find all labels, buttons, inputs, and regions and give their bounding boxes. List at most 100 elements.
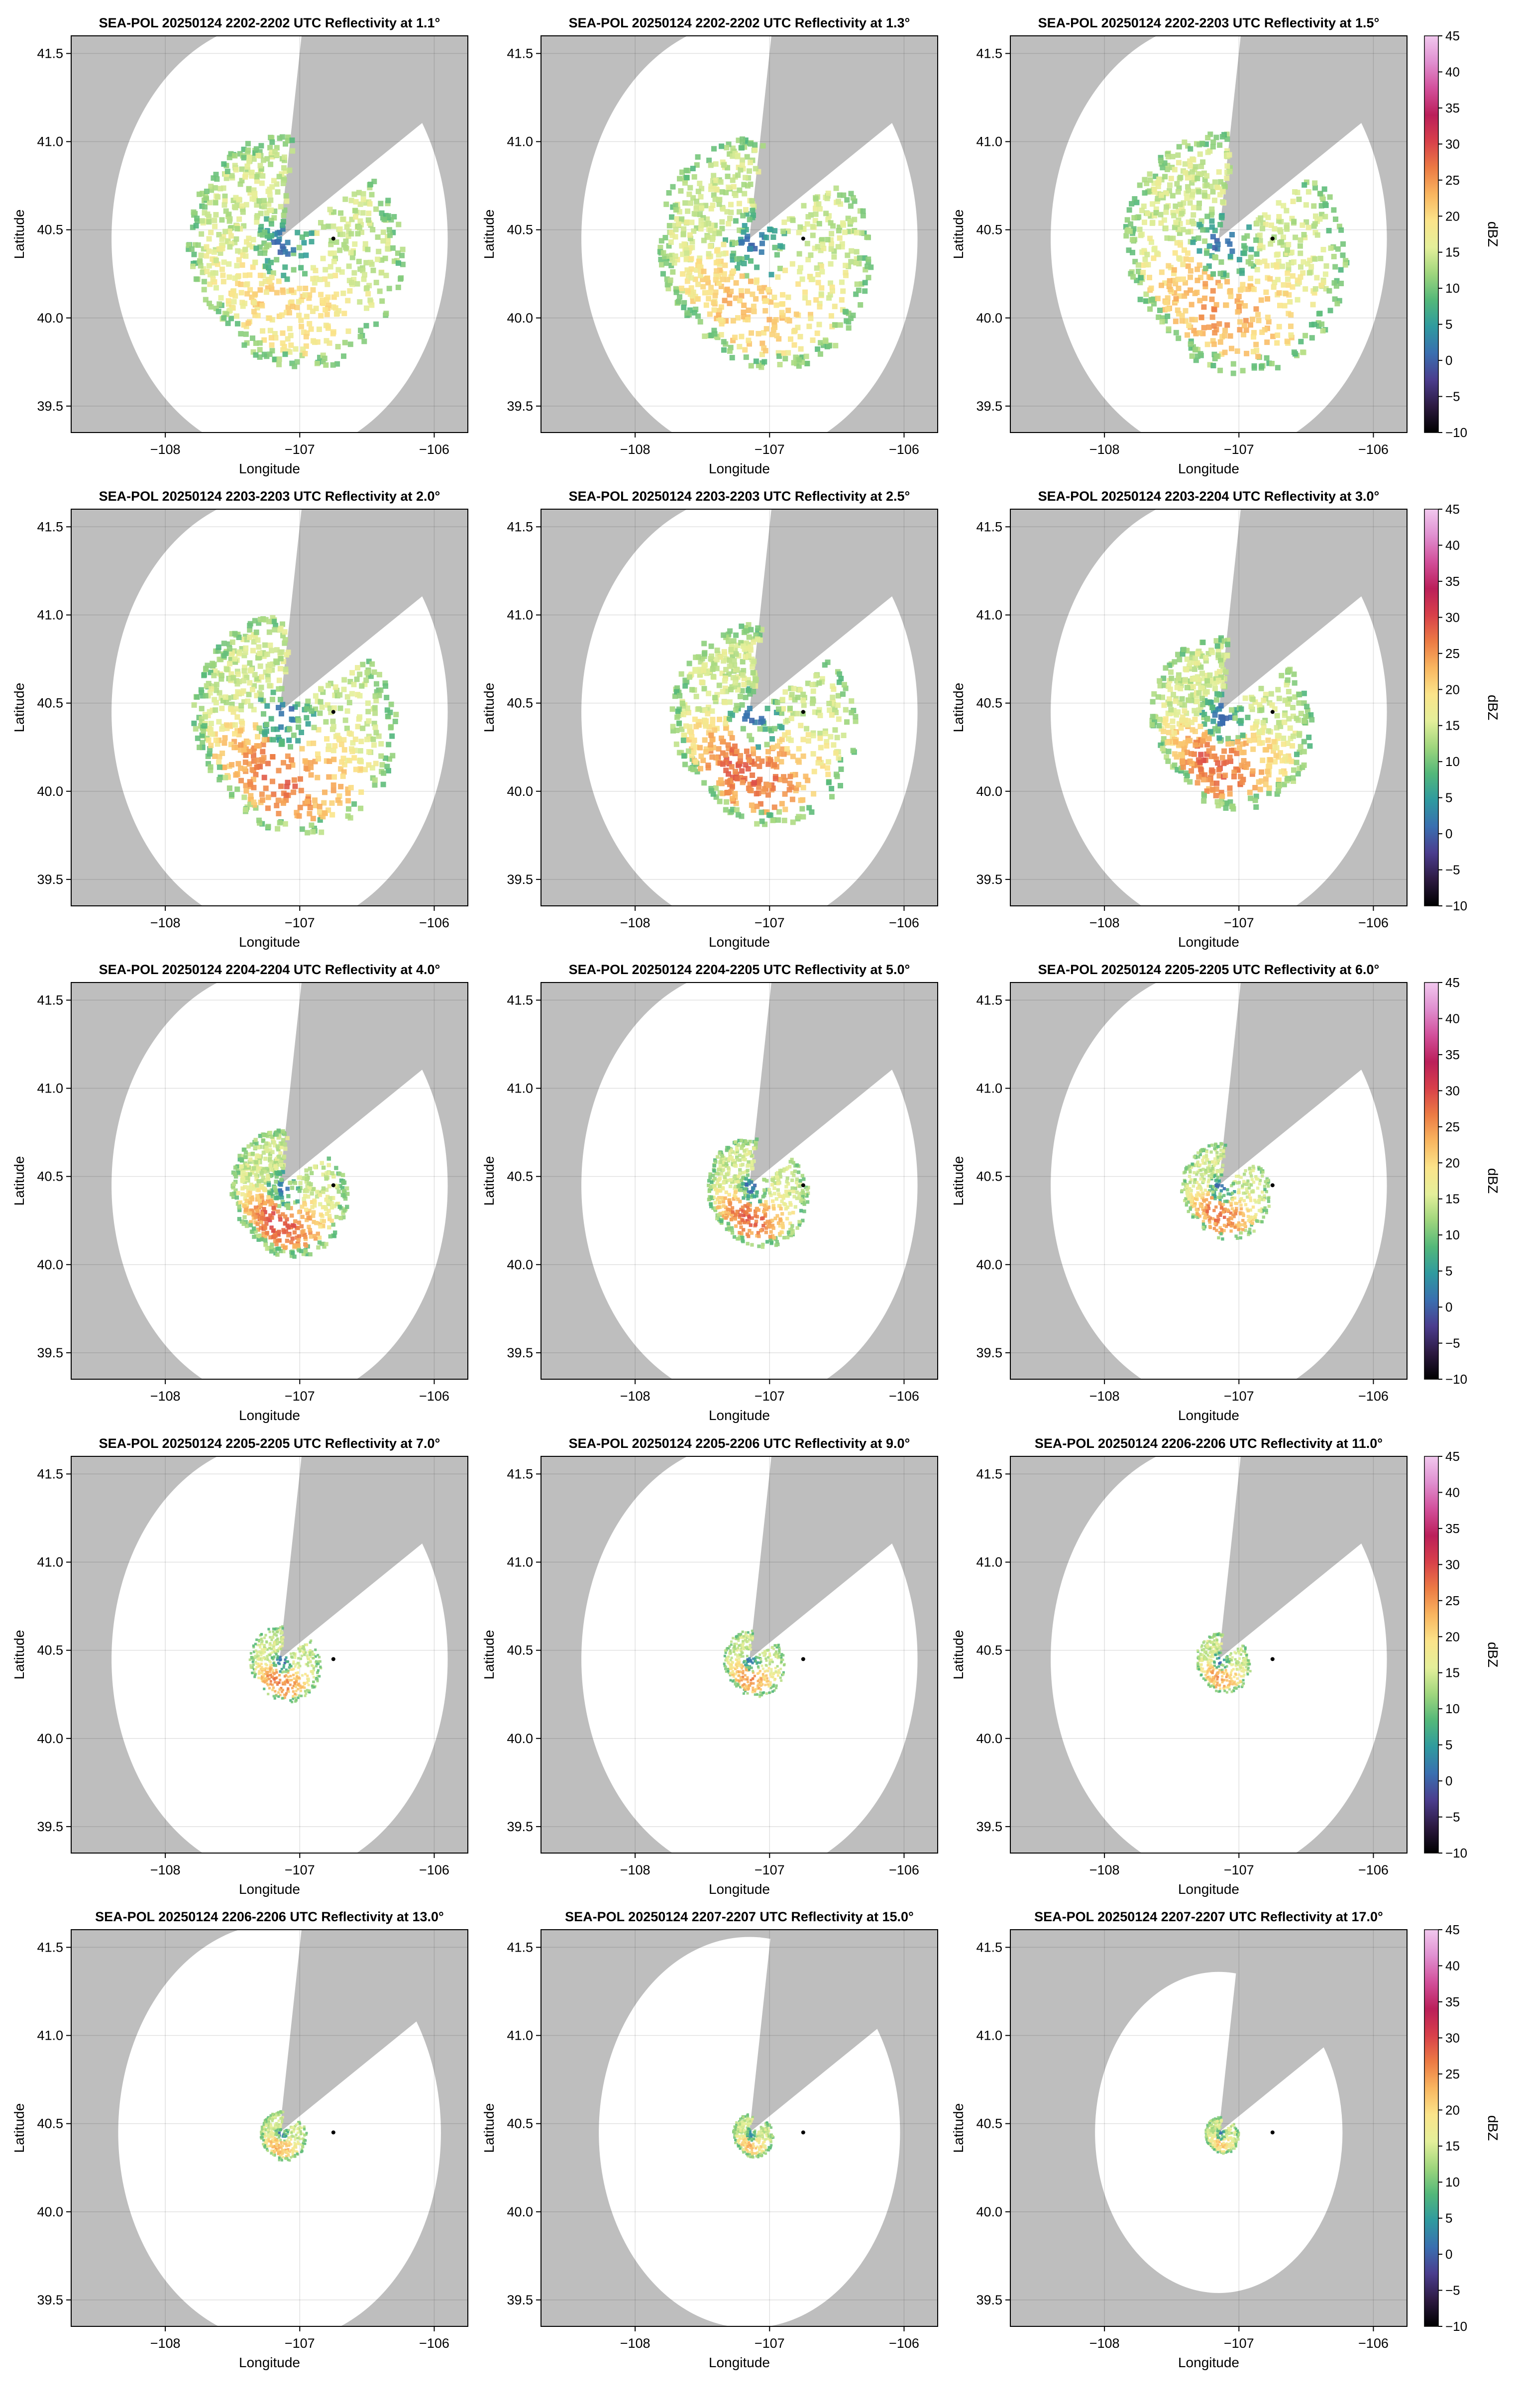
axes-frame [71,509,468,906]
colorbar-tick-label: −5 [1445,863,1460,877]
colorbar-tick-label: −5 [1445,389,1460,404]
x-tick-label: −107 [755,2336,785,2351]
y-axis-label: Latitude [951,1630,966,1680]
axes-frame [1010,982,1408,1380]
echo-field [259,2110,308,2162]
y-tick-label: 39.5 [507,399,533,414]
y-tick-label: 39.5 [976,1819,1002,1834]
y-tick-label: 41.5 [37,992,63,1007]
y-tick-label: 41.0 [37,134,63,149]
y-tick-label: 40.5 [976,222,1002,237]
radar-site-marker [331,1657,335,1661]
axes-frame [541,35,938,433]
colorbar-tick-label: 5 [1445,1264,1452,1279]
x-tick-label: −106 [419,442,449,457]
x-tick-label: −106 [1358,442,1389,457]
y-tick-label: 39.5 [976,2293,1002,2307]
y-tick-label: 40.0 [976,311,1002,326]
y-axis-label: Latitude [481,1630,497,1680]
y-tick-label: 40.5 [507,1643,533,1658]
y-tick-label: 40.5 [37,1169,63,1184]
x-axis-label: Longitude [239,1408,300,1423]
y-tick-label: 40.0 [37,1731,63,1746]
colorbar-tick-label: 0 [1445,1300,1452,1314]
x-tick-label: −107 [755,915,785,930]
axes-frame [541,982,938,1380]
colorbar-tick-label: −10 [1445,898,1467,913]
colorbar-tick-label: 35 [1445,1047,1460,1062]
y-tick-label: 41.5 [507,992,533,1007]
echo-field [732,2113,775,2159]
colorbar-tick-label: 25 [1445,1119,1460,1134]
radar-site-marker [1270,1657,1275,1661]
y-axis-label: Latitude [11,683,27,733]
x-tick-label: −108 [150,1389,181,1404]
coverage-area [111,1456,448,1853]
radar-panel: −108 −107 −106 39.5 40.0 40.5 41.0 41.5 SEA-POL … [951,1909,1408,2370]
x-axis-label: Longitude [709,934,770,950]
panel-title: SEA-POL 20250124 2203-2204 UTC Reflectiv… [1038,489,1380,504]
panel-title: SEA-POL 20250124 2207-2207 UTC Reflectiv… [1034,1909,1383,1924]
colorbar: −10 −5 0 5 10 15 20 25 30 35 40 45 dBZ [1424,975,1501,1387]
colorbar-tick-label: 30 [1445,1083,1460,1098]
colorbar-gradient [1424,509,1439,906]
y-tick-label: 41.5 [37,46,63,61]
y-axis-label: Latitude [11,1630,27,1680]
x-tick-label: −108 [1089,1862,1120,1877]
colorbar-tick-label: 30 [1445,2030,1460,2045]
y-tick-label: 39.5 [37,872,63,887]
y-axis-label: Latitude [481,2103,497,2153]
x-axis-label: Longitude [709,1881,770,1897]
radar-panel: −108 −107 −106 39.5 40.0 40.5 41.0 41.5 SEA-POL … [481,1909,938,2370]
x-axis-label: Longitude [1178,2355,1239,2370]
echo-field [707,1137,810,1249]
radar-panel: −108 −107 −106 39.5 40.0 40.5 41.0 41.5 SEA-POL … [11,15,468,476]
y-axis-label: Latitude [11,1156,27,1206]
panel-title: SEA-POL 20250124 2202-2203 UTC Reflectiv… [1038,15,1380,30]
y-tick-label: 41.0 [507,1555,533,1570]
radar-site-marker [331,236,335,241]
colorbar-tick-label: 20 [1445,1155,1460,1170]
colorbar-tick-label: 25 [1445,173,1460,188]
colorbar-tick-label: 0 [1445,353,1452,368]
colorbar-tick-label: 35 [1445,574,1460,589]
echo-field [191,615,399,836]
colorbar-tick-label: −10 [1445,2319,1467,2334]
panel-title: SEA-POL 20250124 2205-2205 UTC Reflectiv… [1038,962,1380,977]
y-tick-label: 40.0 [507,1731,533,1746]
colorbar-tick-label: 30 [1445,610,1460,625]
axes-frame [71,1929,468,2327]
colorbar-tick-label: 15 [1445,1665,1460,1680]
radar-site-marker [1270,710,1275,714]
coverage-area [581,1456,918,1853]
panel-title: SEA-POL 20250124 2202-2202 UTC Reflectiv… [99,15,440,30]
y-tick-label: 39.5 [976,872,1002,887]
colorbar-tick-label: −5 [1445,2283,1460,2298]
colorbar-tick-label: 25 [1445,1593,1460,1608]
axes-frame [541,1929,938,2327]
colorbar: −10 −5 0 5 10 15 20 25 30 35 40 45 dBZ [1424,502,1501,913]
y-tick-label: 41.0 [507,134,533,149]
x-tick-label: −107 [285,1389,315,1404]
y-axis-label: Latitude [951,1156,966,1206]
echo-field [1149,635,1315,812]
radar-panel: −108 −107 −106 39.5 40.0 40.5 41.0 41.5 SEA-POL … [951,15,1408,476]
radar-panel: −108 −107 −106 39.5 40.0 40.5 41.0 41.5 SEA-POL … [481,489,938,950]
x-axis-label: Longitude [239,1881,300,1897]
y-tick-label: 41.0 [37,1081,63,1096]
x-tick-label: −108 [620,1389,650,1404]
y-tick-label: 39.5 [507,1819,533,1834]
x-tick-label: −108 [150,442,181,457]
radar-panel: −108 −107 −106 39.5 40.0 40.5 41.0 41.5 SEA-POL … [481,1436,938,1897]
colorbar-tick-label: 0 [1445,2247,1452,2262]
radar-panel: −108 −107 −106 39.5 40.0 40.5 41.0 41.5 SEA-POL … [481,15,938,476]
x-tick-label: −107 [285,1862,315,1877]
colorbar-label: dBZ [1485,1642,1501,1667]
y-tick-label: 41.0 [976,2028,1002,2043]
radar-site-marker [801,1657,805,1661]
x-tick-label: −107 [285,2336,315,2351]
radar-site-marker [1270,2130,1275,2135]
x-tick-label: −108 [620,915,650,930]
x-tick-label: −108 [150,915,181,930]
y-tick-label: 41.5 [976,992,1002,1007]
